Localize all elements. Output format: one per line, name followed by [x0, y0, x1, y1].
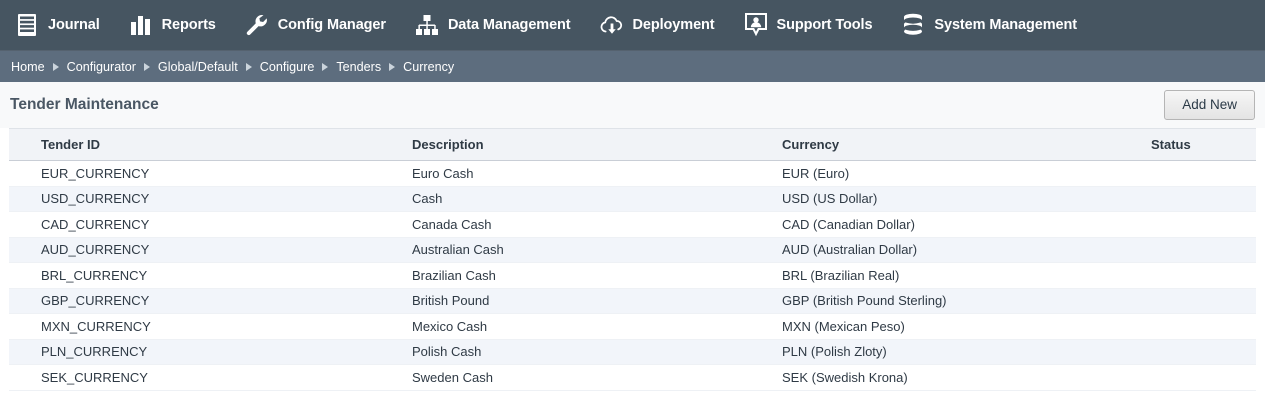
breadcrumb-separator-icon [143, 62, 150, 71]
cell-currency: MXN (Mexican Peso) [782, 313, 1151, 340]
table-row[interactable]: EUR_CURRENCY Euro Cash EUR (Euro) [9, 160, 1256, 187]
cell-status [1151, 186, 1256, 212]
breadcrumb: Home Configurator Global/Default Configu… [0, 50, 1265, 82]
page-title-bar: Tender Maintenance Add New [0, 82, 1265, 128]
cell-tender-id: AUD_CURRENCY [9, 237, 412, 263]
cell-currency: CAD (Canadian Dollar) [782, 211, 1151, 238]
nav-label-deployment: Deployment [632, 17, 715, 33]
nav-label-support-tools: Support Tools [776, 17, 873, 33]
cell-status [1151, 313, 1256, 340]
cell-description: Euro Cash [412, 160, 782, 187]
table-row[interactable]: MXN_CURRENCY Mexico Cash MXN (Mexican Pe… [9, 313, 1256, 340]
nav-item-data-management[interactable]: Data Management [410, 0, 585, 50]
cell-tender-id: MXN_CURRENCY [9, 313, 412, 340]
cell-currency: SEK (Swedish Krona) [782, 364, 1151, 391]
cell-tender-id: SEK_CURRENCY [9, 364, 412, 391]
nav-item-config-manager[interactable]: Config Manager [240, 0, 400, 50]
breadcrumb-separator-icon [52, 62, 59, 71]
cell-status [1151, 288, 1256, 314]
cell-currency: GBP (British Pound Sterling) [782, 288, 1151, 314]
cell-tender-id: USD_CURRENCY [9, 186, 412, 212]
cell-description: Sweden Cash [412, 364, 782, 391]
cell-currency: PLN (Polish Zloty) [782, 339, 1151, 365]
cell-currency: BRL (Brazilian Real) [782, 262, 1151, 289]
nav-item-support-tools[interactable]: Support Tools [739, 0, 887, 50]
table-row[interactable]: CAD_CURRENCY Canada Cash CAD (Canadian D… [9, 211, 1256, 238]
cell-currency: AUD (Australian Dollar) [782, 237, 1151, 263]
nav-label-reports: Reports [161, 17, 216, 33]
cell-description: British Pound [412, 288, 782, 314]
nav-label-config-manager: Config Manager [277, 17, 386, 33]
cell-currency: USD (US Dollar) [782, 186, 1151, 212]
breadcrumb-separator-icon [322, 62, 329, 71]
breadcrumb-item-configurator[interactable]: Configurator [66, 59, 136, 74]
breadcrumb-item-home[interactable]: Home [11, 59, 45, 74]
breadcrumb-item-configure[interactable]: Configure [259, 59, 315, 74]
cell-description: Polish Cash [412, 339, 782, 365]
cell-status [1151, 339, 1256, 365]
journal-book-icon [14, 12, 40, 38]
bar-chart-icon [128, 12, 154, 38]
add-new-button[interactable]: Add New [1164, 90, 1255, 120]
table-header-row: Tender ID Description Currency Status [9, 128, 1256, 161]
nav-item-deployment[interactable]: Deployment [595, 0, 729, 50]
tender-table-container: Tender ID Description Currency Status EU… [0, 128, 1265, 391]
nav-item-system-management[interactable]: System Management [896, 0, 1091, 50]
tender-table: Tender ID Description Currency Status EU… [9, 128, 1256, 391]
cell-description: Mexico Cash [412, 313, 782, 340]
table-row[interactable]: SEK_CURRENCY Sweden Cash SEK (Swedish Kr… [9, 364, 1256, 391]
cell-tender-id: BRL_CURRENCY [9, 262, 412, 289]
top-navigation-bar: Journal Reports Config Manager [0, 0, 1265, 50]
nav-label-system-management: System Management [934, 17, 1077, 33]
breadcrumb-separator-icon [389, 62, 396, 71]
page-title: Tender Maintenance [10, 96, 159, 113]
cell-description: Australian Cash [412, 237, 782, 263]
cell-tender-id: GBP_CURRENCY [9, 288, 412, 314]
sitemap-hierarchy-icon [414, 12, 440, 38]
cell-description: Brazilian Cash [412, 262, 782, 289]
table-row[interactable]: AUD_CURRENCY Australian Cash AUD (Austra… [9, 237, 1256, 263]
nav-item-reports[interactable]: Reports [124, 0, 230, 50]
nav-label-journal: Journal [48, 17, 100, 33]
column-header-status[interactable]: Status [1151, 128, 1256, 161]
cell-tender-id: EUR_CURRENCY [9, 160, 412, 187]
tender-table-body: EUR_CURRENCY Euro Cash EUR (Euro) USD_CU… [9, 160, 1256, 391]
table-row[interactable]: GBP_CURRENCY British Pound GBP (British … [9, 288, 1256, 314]
breadcrumb-separator-icon [245, 62, 252, 71]
database-stack-icon [900, 12, 926, 38]
tender-table-head: Tender ID Description Currency Status [9, 128, 1256, 161]
table-row[interactable]: BRL_CURRENCY Brazilian Cash BRL (Brazili… [9, 262, 1256, 289]
cloud-download-icon [599, 12, 625, 38]
table-row[interactable]: PLN_CURRENCY Polish Cash PLN (Polish Zlo… [9, 339, 1256, 365]
cell-status [1151, 237, 1256, 263]
wrench-icon [244, 12, 270, 38]
breadcrumb-item-currency[interactable]: Currency [403, 59, 455, 74]
nav-label-data-management: Data Management [447, 17, 571, 33]
column-header-tender-id[interactable]: Tender ID [9, 128, 412, 161]
cell-status [1151, 160, 1256, 187]
cell-status [1151, 211, 1256, 238]
cell-currency: EUR (Euro) [782, 160, 1151, 187]
cell-tender-id: CAD_CURRENCY [9, 211, 412, 238]
cell-description: Canada Cash [412, 211, 782, 238]
nav-item-journal[interactable]: Journal [10, 0, 114, 50]
cell-status [1151, 364, 1256, 391]
breadcrumb-item-global-default[interactable]: Global/Default [157, 59, 238, 74]
breadcrumb-item-tenders[interactable]: Tenders [336, 59, 382, 74]
column-header-currency[interactable]: Currency [782, 128, 1151, 161]
table-row[interactable]: USD_CURRENCY Cash USD (US Dollar) [9, 186, 1256, 212]
column-header-description[interactable]: Description [412, 128, 782, 161]
cell-tender-id: PLN_CURRENCY [9, 339, 412, 365]
cell-description: Cash [412, 186, 782, 212]
user-badge-icon [743, 12, 769, 38]
cell-status [1151, 262, 1256, 289]
